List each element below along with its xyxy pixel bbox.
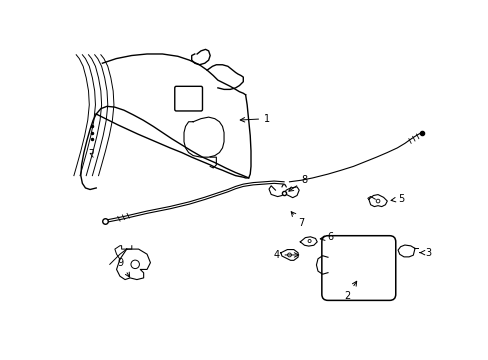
Text: 8: 8 — [288, 175, 307, 191]
Text: 5: 5 — [390, 194, 404, 204]
Text: 9: 9 — [118, 258, 129, 277]
Text: 2: 2 — [344, 281, 356, 301]
FancyBboxPatch shape — [321, 236, 395, 300]
Text: 3: 3 — [419, 248, 431, 258]
FancyBboxPatch shape — [174, 86, 202, 111]
Text: 7: 7 — [291, 212, 304, 228]
Text: 1: 1 — [240, 114, 270, 123]
Text: 6: 6 — [320, 232, 333, 242]
Text: 4: 4 — [273, 250, 298, 260]
